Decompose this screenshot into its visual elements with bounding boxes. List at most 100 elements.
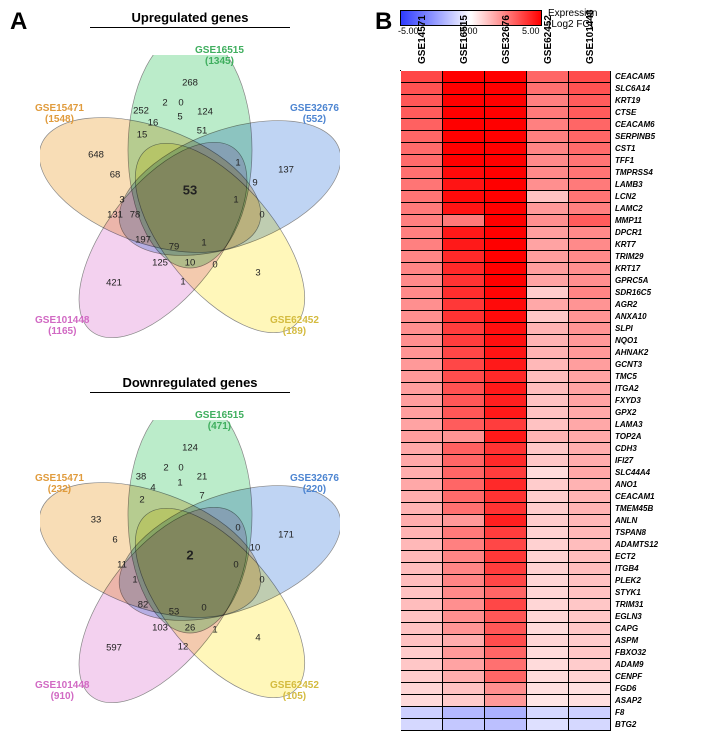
heatmap-cell	[527, 623, 569, 635]
heatmap-row-label: TMEM45B	[615, 503, 653, 515]
heatmap-cell	[401, 719, 443, 731]
heatmap-cell	[527, 251, 569, 263]
heatmap-cell	[443, 551, 485, 563]
heatmap-cell	[527, 539, 569, 551]
heatmap-cell	[401, 191, 443, 203]
heatmap-cell	[401, 395, 443, 407]
heatmap-cell	[401, 143, 443, 155]
heatmap-cell	[527, 323, 569, 335]
heatmap-cell	[485, 611, 527, 623]
heatmap-cell	[527, 167, 569, 179]
heatmap-cell	[443, 659, 485, 671]
heatmap-row-label: CEACAM5	[615, 71, 655, 83]
heatmap-cell	[485, 239, 527, 251]
heatmap-cell	[485, 671, 527, 683]
venn-set-label: GSE101448(910)	[35, 680, 90, 702]
heatmap-cell	[527, 707, 569, 719]
heatmap-cell	[569, 83, 611, 95]
heatmap-cell	[443, 491, 485, 503]
heatmap-cell	[527, 179, 569, 191]
heatmap-cell	[569, 275, 611, 287]
heatmap-cell	[569, 299, 611, 311]
heatmap-cell	[485, 719, 527, 731]
heatmap-cell	[527, 335, 569, 347]
heatmap-cell	[443, 71, 485, 83]
heatmap-cell	[401, 347, 443, 359]
heatmap-cell	[443, 179, 485, 191]
heatmap-cell	[485, 335, 527, 347]
heatmap-cell	[527, 371, 569, 383]
heatmap-cell	[485, 551, 527, 563]
heatmap-row-label: CDH3	[615, 443, 637, 455]
heatmap-cell	[401, 707, 443, 719]
heatmap-cell	[485, 527, 527, 539]
venn-count: 2	[186, 548, 193, 563]
heatmap-cell	[443, 203, 485, 215]
venn-count: 1	[235, 158, 240, 169]
heatmap-cell	[485, 395, 527, 407]
venn-count: 33	[91, 515, 102, 526]
heatmap-col-label: GSE14571	[417, 15, 428, 64]
heatmap-cell	[443, 599, 485, 611]
heatmap-cell	[401, 455, 443, 467]
heatmap-cell	[569, 287, 611, 299]
heatmap-cell	[401, 311, 443, 323]
heatmap-cell	[401, 419, 443, 431]
heatmap-cell	[443, 275, 485, 287]
venn-count: 51	[197, 126, 208, 137]
heatmap-cell	[485, 155, 527, 167]
heatmap-cell	[527, 203, 569, 215]
heatmap-cell	[569, 95, 611, 107]
heatmap-row-label: F8	[615, 707, 624, 719]
heatmap-cell	[569, 611, 611, 623]
heatmap-cell	[443, 395, 485, 407]
heatmap-cell	[569, 587, 611, 599]
heatmap-cell	[443, 323, 485, 335]
heatmap-cell	[485, 431, 527, 443]
heatmap-cell	[569, 167, 611, 179]
heatmap-cell	[485, 323, 527, 335]
heatmap-cell	[485, 287, 527, 299]
heatmap-cell	[485, 131, 527, 143]
heatmap-cell	[527, 383, 569, 395]
venn-count: 1	[132, 575, 137, 586]
heatmap-cell	[527, 479, 569, 491]
venn-count: 5	[177, 112, 182, 123]
heatmap-row-label: NQO1	[615, 335, 638, 347]
heatmap-cell	[485, 275, 527, 287]
heatmap-row-label: ITGB4	[615, 563, 639, 575]
venn-count: 421	[106, 278, 122, 289]
venn-count: 6	[112, 535, 117, 546]
heatmap-row-label: ANLN	[615, 515, 637, 527]
heatmap-row-label: LAMA3	[615, 419, 643, 431]
heatmap-row-label: ITGA2	[615, 383, 639, 395]
heatmap-cell	[569, 215, 611, 227]
heatmap-cell	[485, 623, 527, 635]
heatmap-cell	[401, 251, 443, 263]
heatmap-row-label: ADAM9	[615, 659, 643, 671]
heatmap-cell	[443, 359, 485, 371]
heatmap-row-label: CEACAM1	[615, 491, 655, 503]
heatmap-cell	[485, 95, 527, 107]
venn-count: 0	[259, 210, 264, 221]
heatmap-cell	[443, 287, 485, 299]
heatmap-row-label: LAMC2	[615, 203, 643, 215]
heatmap-cell	[401, 443, 443, 455]
heatmap-cell	[485, 119, 527, 131]
heatmap-cell	[443, 143, 485, 155]
venn-count: 15	[137, 130, 148, 141]
heatmap-cell	[485, 407, 527, 419]
heatmap-cell	[527, 671, 569, 683]
venn-count: 82	[138, 600, 149, 611]
heatmap-cell	[527, 647, 569, 659]
heatmap-row-label: FGD6	[615, 683, 636, 695]
heatmap-cell	[527, 575, 569, 587]
heatmap-row-label: LCN2	[615, 191, 636, 203]
heatmap-cell	[485, 263, 527, 275]
heatmap-cell	[485, 215, 527, 227]
heatmap-row-label: CEACAM6	[615, 119, 655, 131]
heatmap-row-label: ASAP2	[615, 695, 642, 707]
venn-count: 21	[197, 472, 208, 483]
venn-count: 38	[136, 472, 147, 483]
heatmap-cell	[527, 215, 569, 227]
